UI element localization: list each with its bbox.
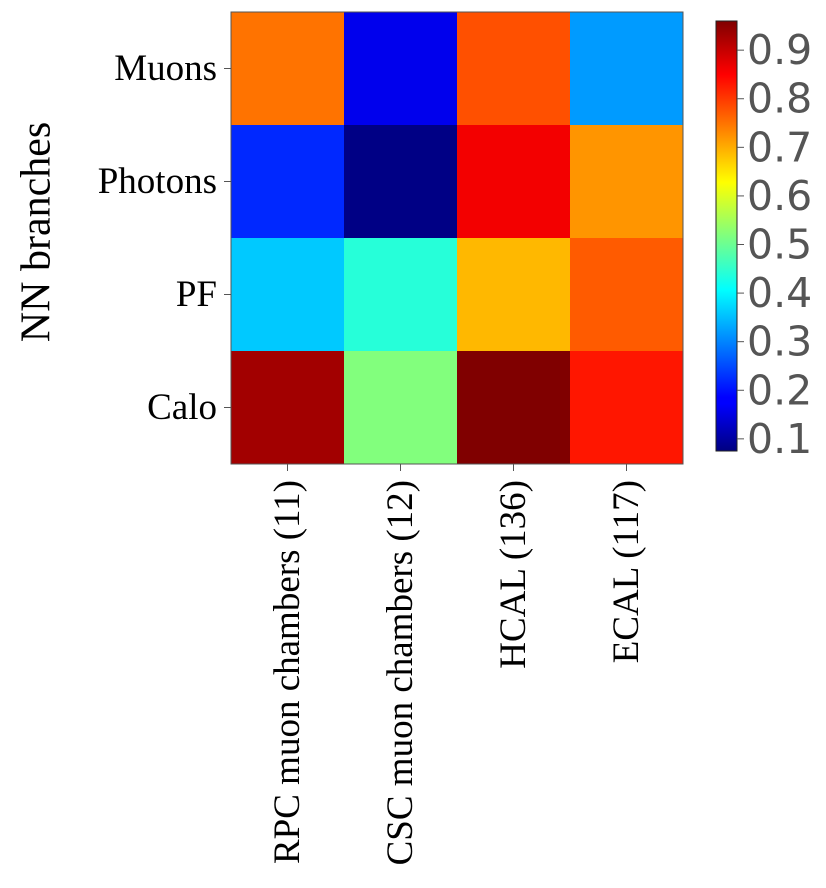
heatmap-cells [231,12,684,465]
colorbar-tick-label: 0.4 [747,269,812,317]
row-label: PF [176,274,217,315]
row-label: Photons [98,161,217,202]
heatmap-cell [457,12,571,126]
heatmap-cell [570,351,684,465]
heatmap-cell [231,12,345,126]
x-ticks [287,464,627,471]
colorbar-tick-label: 0.5 [747,221,812,269]
heatmap-cell [231,351,345,465]
heatmap-cell [231,238,345,352]
heatmap-cell [457,351,571,465]
colorbar-tick-label: 0.6 [747,172,812,220]
colorbar [715,20,738,452]
colorbar-ticks: 0.10.20.30.40.50.60.70.80.9 [737,26,812,463]
column-label: ECAL (117) [606,480,647,663]
heatmap-cell [344,351,458,465]
colorbar-tick-label: 0.3 [747,318,812,366]
heatmap-cell [344,12,458,126]
colorbar-tick-label: 0.7 [747,123,812,171]
column-label: HCAL (136) [493,480,534,669]
heatmap-cell [570,238,684,352]
heatmap-cell [457,238,571,352]
colorbar-tick-label: 0.1 [747,415,812,463]
y-axis-label: NN branches [14,122,60,342]
heatmap-cell [570,12,684,126]
row-label: Calo [147,387,217,428]
column-label: CSC muon chambers (12) [380,480,421,865]
heatmap-cell [231,125,345,239]
heatmap-cell [344,125,458,239]
plot-frame [230,11,684,465]
heatmap-cell [457,125,571,239]
y-ticks [224,68,231,408]
colorbar-tick-label: 0.8 [747,75,812,123]
row-labels: Muons Photons PF Calo [98,48,217,428]
heatmap-cell [570,125,684,239]
row-label: Muons [114,48,217,89]
column-label: RPC muon chambers (11) [267,480,308,864]
colorbar-tick-label: 0.2 [747,366,812,414]
column-labels: RPC muon chambers (11) CSC muon chambers … [267,480,647,865]
heatmap-cell [344,238,458,352]
colorbar-tick-label: 0.9 [747,26,812,74]
